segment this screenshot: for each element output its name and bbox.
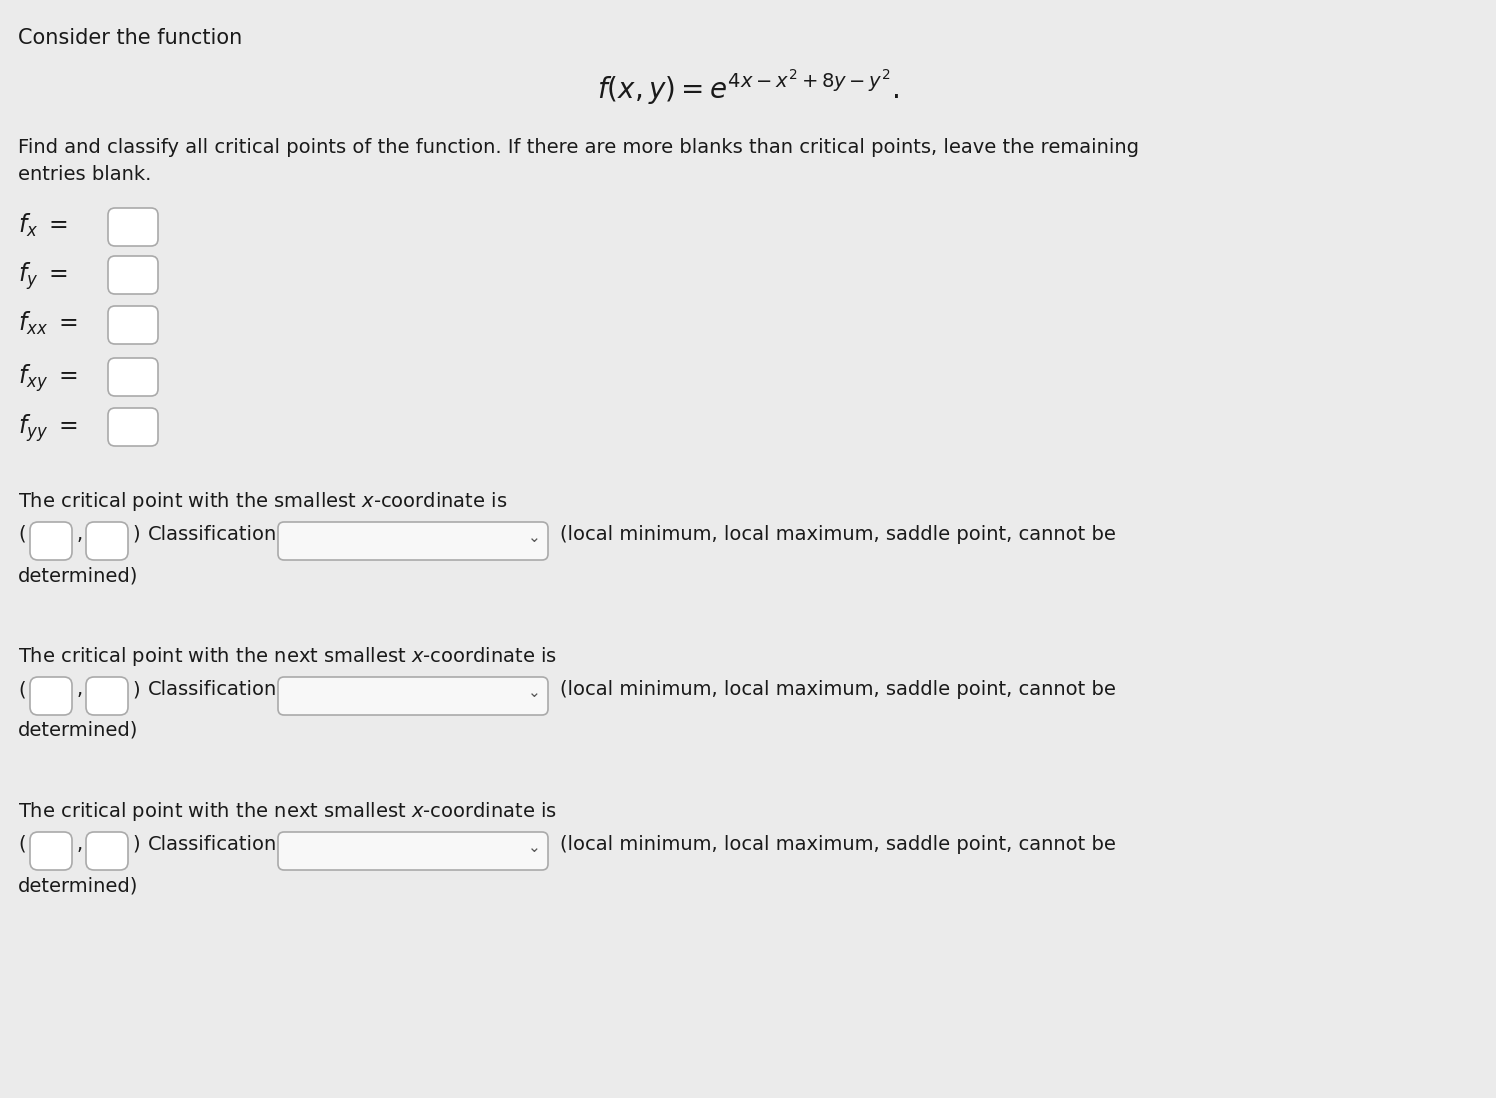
Text: Classification:: Classification: (148, 680, 284, 699)
FancyBboxPatch shape (278, 832, 548, 870)
Text: $f_{xx}$ $=$: $f_{xx}$ $=$ (18, 310, 78, 337)
Text: (local minimum, local maximum, saddle point, cannot be: (local minimum, local maximum, saddle po… (560, 680, 1116, 699)
FancyBboxPatch shape (30, 832, 72, 870)
Text: $f_{xy}$ $=$: $f_{xy}$ $=$ (18, 362, 78, 394)
FancyBboxPatch shape (85, 677, 129, 715)
Text: ⌄: ⌄ (528, 840, 540, 855)
Text: determined): determined) (18, 876, 138, 895)
FancyBboxPatch shape (85, 832, 129, 870)
FancyBboxPatch shape (30, 522, 72, 560)
Text: Classification:: Classification: (148, 525, 284, 544)
Text: The critical point with the next smallest $x$-coordinate is: The critical point with the next smalles… (18, 645, 557, 668)
Text: entries blank.: entries blank. (18, 165, 151, 184)
Text: The critical point with the next smallest $x$-coordinate is: The critical point with the next smalles… (18, 800, 557, 824)
Text: determined): determined) (18, 721, 138, 740)
Text: $f_x$ $=$: $f_x$ $=$ (18, 212, 69, 239)
Text: ,: , (76, 680, 84, 699)
Text: $f_y$ $=$: $f_y$ $=$ (18, 260, 69, 292)
FancyBboxPatch shape (108, 256, 159, 294)
Text: ): ) (132, 834, 139, 854)
Text: ): ) (132, 680, 139, 699)
Text: (: ( (18, 680, 25, 699)
Text: ): ) (132, 525, 139, 544)
Text: The critical point with the smallest $x$-coordinate is: The critical point with the smallest $x$… (18, 490, 507, 513)
FancyBboxPatch shape (108, 408, 159, 446)
Text: (: ( (18, 834, 25, 854)
Text: Consider the function: Consider the function (18, 29, 242, 48)
FancyBboxPatch shape (278, 522, 548, 560)
Text: Find and classify all critical points of the function. If there are more blanks : Find and classify all critical points of… (18, 138, 1138, 157)
Text: determined): determined) (18, 565, 138, 585)
Text: ⌄: ⌄ (528, 685, 540, 701)
Text: ,: , (76, 525, 84, 544)
Text: ,: , (76, 834, 84, 854)
FancyBboxPatch shape (30, 677, 72, 715)
Text: (local minimum, local maximum, saddle point, cannot be: (local minimum, local maximum, saddle po… (560, 525, 1116, 544)
Text: (local minimum, local maximum, saddle point, cannot be: (local minimum, local maximum, saddle po… (560, 834, 1116, 854)
Text: ⌄: ⌄ (528, 530, 540, 545)
FancyBboxPatch shape (108, 358, 159, 396)
FancyBboxPatch shape (85, 522, 129, 560)
Text: $f_{yy}$ $=$: $f_{yy}$ $=$ (18, 412, 78, 444)
Text: Classification:: Classification: (148, 834, 284, 854)
Text: (: ( (18, 525, 25, 544)
FancyBboxPatch shape (108, 208, 159, 246)
FancyBboxPatch shape (108, 306, 159, 344)
Text: $f(x, y) = e^{4x-x^2+8y-y^2}.$: $f(x, y) = e^{4x-x^2+8y-y^2}.$ (597, 68, 899, 108)
FancyBboxPatch shape (278, 677, 548, 715)
